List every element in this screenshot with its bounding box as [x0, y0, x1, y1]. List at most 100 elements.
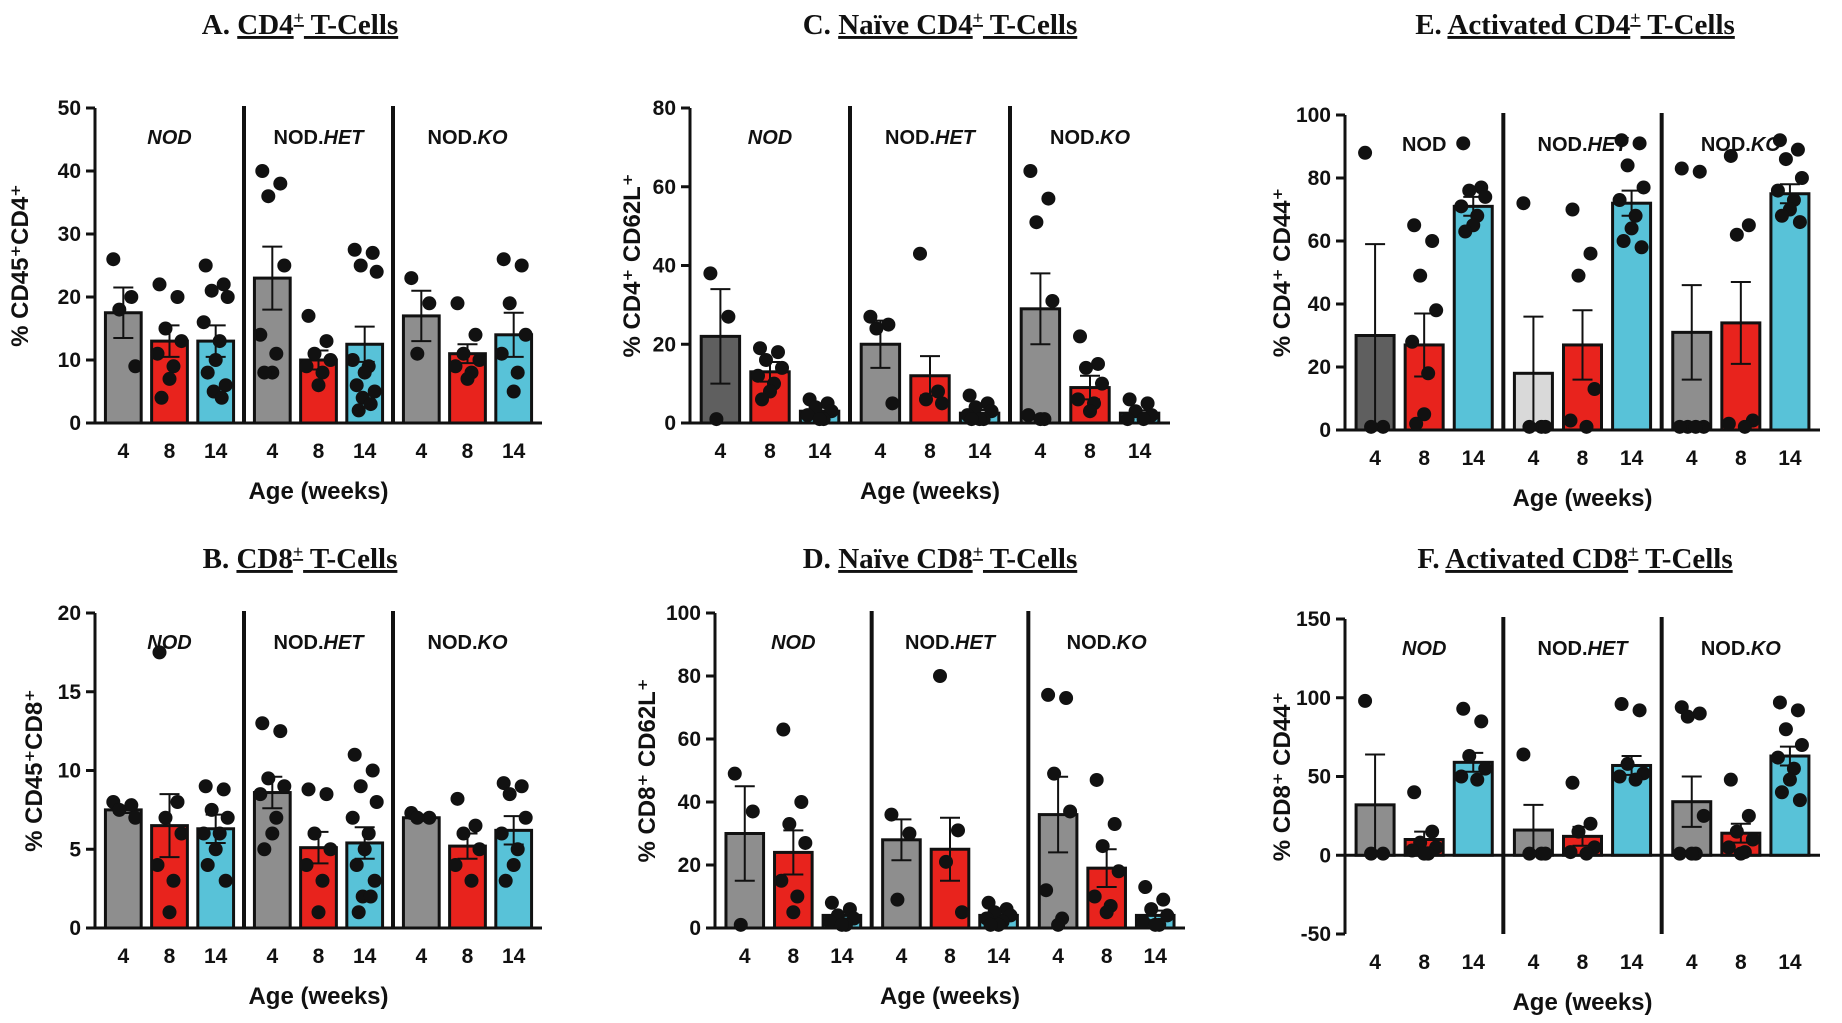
data-point	[1144, 902, 1159, 917]
data-point	[273, 724, 288, 739]
y-tick-label: 20	[58, 602, 81, 625]
x-tick-label: 14	[1620, 951, 1644, 974]
data-point	[1565, 775, 1580, 790]
data-point	[1063, 804, 1078, 819]
data-point	[919, 392, 933, 407]
data-point	[301, 308, 316, 323]
data-point	[774, 873, 789, 888]
data-point	[703, 266, 718, 281]
x-tick-label: 4	[1528, 951, 1540, 974]
data-point	[218, 378, 233, 393]
data-point	[450, 296, 465, 311]
panel-title-main: CD4	[237, 9, 293, 41]
data-point	[1047, 766, 1062, 781]
data-point	[881, 317, 896, 332]
x-tick-label: 8	[1101, 945, 1113, 968]
data-point	[751, 368, 765, 383]
panel-title-prefix: F.	[1417, 543, 1445, 575]
data-point	[1417, 407, 1432, 422]
data-point	[1522, 419, 1537, 434]
y-tick-label: 40	[678, 791, 701, 814]
x-tick-label: 4	[715, 440, 727, 463]
x-tick-label: 4	[266, 440, 278, 463]
y-tick-label: 20	[678, 854, 701, 877]
data-point	[1696, 808, 1711, 823]
data-point	[1571, 268, 1586, 283]
group-label-italic: NOD	[771, 632, 815, 654]
data-point	[404, 271, 419, 286]
x-tick-label: 14	[502, 440, 526, 463]
data-point	[319, 787, 334, 802]
data-point	[166, 873, 181, 888]
data-point	[448, 858, 463, 872]
group-label: NOD.HET	[905, 632, 997, 654]
x-tick-label: 8	[1084, 440, 1096, 463]
group-label: NOD.HET	[274, 127, 366, 149]
data-point	[1409, 416, 1424, 431]
data-point	[253, 327, 268, 342]
data-point	[775, 360, 789, 375]
data-point	[1099, 905, 1114, 920]
data-point	[1089, 772, 1104, 787]
panel-title-sup: +	[294, 8, 304, 28]
panel-b: B. CD8+ T-Cells 0 5 10 15 20 % CD45⁺CD8⁺ Age (w…	[21, 542, 542, 1010]
data-point	[450, 791, 465, 806]
panel-title-sup: +	[973, 542, 983, 562]
data-point	[273, 176, 288, 191]
data-point	[1140, 396, 1155, 411]
data-point	[1462, 183, 1477, 198]
y-axis-label: % CD8⁺ CD44⁺	[1269, 692, 1296, 861]
group-label-plain: NOD.	[905, 632, 955, 654]
x-tick-label: 4	[1528, 447, 1540, 470]
data-point	[1632, 703, 1647, 718]
data-point	[257, 842, 272, 857]
panel-title-sup: +	[1628, 542, 1638, 562]
data-point	[1095, 839, 1110, 854]
data-point	[347, 747, 362, 762]
x-tick-label: 4	[1052, 945, 1064, 968]
data-point	[1071, 392, 1085, 407]
data-point	[174, 334, 189, 349]
data-point	[824, 895, 839, 910]
group-label-italic: HET	[324, 632, 366, 654]
data-point	[1138, 880, 1153, 895]
data-point	[1688, 419, 1703, 434]
data-point	[1772, 695, 1787, 710]
data-point	[1563, 845, 1578, 860]
data-point	[1107, 817, 1122, 832]
data-point	[257, 365, 272, 380]
data-point	[319, 334, 334, 349]
data-point	[218, 873, 233, 888]
group-label-italic: HET	[935, 127, 977, 149]
y-tick-label: 100	[1296, 104, 1331, 127]
x-tick-label: 8	[313, 945, 325, 968]
data-point	[323, 353, 338, 367]
data-point	[349, 378, 364, 393]
data-point	[196, 826, 211, 841]
y-tick-label: 0	[69, 412, 81, 435]
y-tick-label: 0	[69, 917, 81, 940]
data-point	[955, 905, 969, 920]
panel-c: C. Naïve CD4+ T-Cells 0 20 40 60 80 % CD4⁺ CD6…	[619, 8, 1170, 505]
y-tick-label: 30	[58, 223, 81, 246]
data-point	[1091, 356, 1105, 371]
data-point	[174, 826, 189, 841]
data-point	[1616, 234, 1631, 248]
data-point	[745, 804, 760, 819]
group-label: NOD.HET	[885, 127, 977, 149]
data-point	[1790, 703, 1805, 718]
data-point	[510, 365, 525, 380]
data-point	[1041, 191, 1056, 206]
y-axis-label: % CD4⁺ CD44⁺	[1269, 188, 1296, 357]
data-point	[1421, 366, 1436, 381]
data-point	[124, 798, 139, 813]
data-point	[365, 245, 380, 260]
data-point	[1120, 412, 1135, 427]
data-point	[1778, 722, 1793, 737]
data-point	[255, 164, 270, 178]
x-axis-label: Age (weeks)	[248, 983, 388, 1010]
y-tick-label: 150	[1296, 608, 1331, 631]
group-label-italic: KO	[478, 127, 508, 149]
data-point	[112, 802, 127, 817]
data-point	[1583, 816, 1598, 831]
